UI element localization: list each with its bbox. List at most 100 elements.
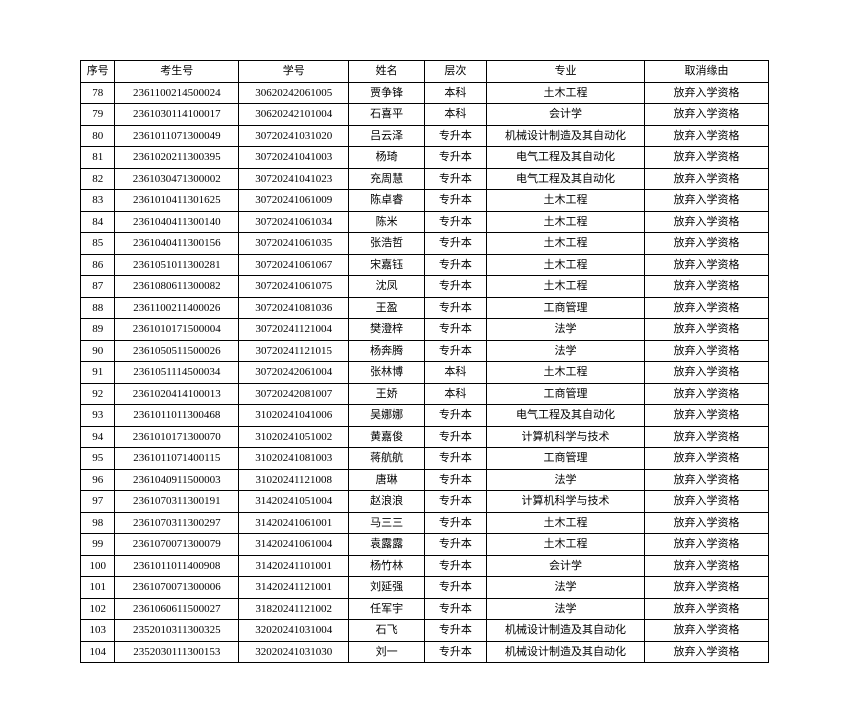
student-table: 序号 考生号 学号 姓名 层次 专业 取消缘由 7823611002145000…	[80, 60, 769, 663]
table-cell: 放弃入学资格	[645, 319, 769, 341]
table-cell: 马三三	[349, 512, 425, 534]
table-cell: 专升本	[424, 340, 486, 362]
table-cell: 专升本	[424, 211, 486, 233]
table-cell: 2361040411300156	[115, 233, 239, 255]
table-cell: 石飞	[349, 620, 425, 642]
table-cell: 31420241101001	[239, 555, 349, 577]
table-cell: 放弃入学资格	[645, 512, 769, 534]
table-cell: 30720241061067	[239, 254, 349, 276]
table-cell: 100	[81, 555, 115, 577]
table-cell: 2361040411300140	[115, 211, 239, 233]
table-cell: 2361020211300395	[115, 147, 239, 169]
table-cell: 本科	[424, 383, 486, 405]
table-row: 87236108061130008230720241061075沈凤专升本土木工…	[81, 276, 769, 298]
table-row: 95236101107140011531020241081003蒋航航专升本工商…	[81, 448, 769, 470]
table-row: 86236105101130028130720241061067宋嘉钰专升本土木…	[81, 254, 769, 276]
table-row: 94236101017130007031020241051002黄嘉俊专升本计算…	[81, 426, 769, 448]
table-header-row: 序号 考生号 学号 姓名 层次 专业 取消缘由	[81, 61, 769, 83]
table-cell: 法学	[486, 319, 644, 341]
table-cell: 法学	[486, 469, 644, 491]
table-cell: 土木工程	[486, 254, 644, 276]
col-header-exam: 考生号	[115, 61, 239, 83]
table-cell: 96	[81, 469, 115, 491]
table-cell: 83	[81, 190, 115, 212]
table-cell: 2361011011400908	[115, 555, 239, 577]
table-cell: 放弃入学资格	[645, 233, 769, 255]
table-cell: 机械设计制造及其自动化	[486, 641, 644, 663]
table-cell: 2361010171300070	[115, 426, 239, 448]
table-cell: 张林博	[349, 362, 425, 384]
table-row: 83236101041130162530720241061009陈卓睿专升本土木…	[81, 190, 769, 212]
table-cell: 31420241061001	[239, 512, 349, 534]
table-row: 88236110021140002630720241081036王盈专升本工商管…	[81, 297, 769, 319]
table-cell: 102	[81, 598, 115, 620]
table-cell: 专升本	[424, 598, 486, 620]
table-cell: 土木工程	[486, 534, 644, 556]
col-header-level: 层次	[424, 61, 486, 83]
table-cell: 31420241051004	[239, 491, 349, 513]
table-cell: 石喜平	[349, 104, 425, 126]
table-cell: 唐琳	[349, 469, 425, 491]
col-header-major: 专业	[486, 61, 644, 83]
table-cell: 30620242101004	[239, 104, 349, 126]
table-cell: 87	[81, 276, 115, 298]
table-cell: 30720241061034	[239, 211, 349, 233]
table-cell: 专升本	[424, 168, 486, 190]
table-cell: 土木工程	[486, 233, 644, 255]
col-header-stud: 学号	[239, 61, 349, 83]
table-cell: 86	[81, 254, 115, 276]
table-cell: 专升本	[424, 297, 486, 319]
table-row: 99236107007130007931420241061004袁露露专升本土木…	[81, 534, 769, 556]
table-cell: 101	[81, 577, 115, 599]
table-cell: 81	[81, 147, 115, 169]
table-cell: 专升本	[424, 426, 486, 448]
table-cell: 土木工程	[486, 211, 644, 233]
col-header-name: 姓名	[349, 61, 425, 83]
table-cell: 32020241031004	[239, 620, 349, 642]
table-cell: 放弃入学资格	[645, 297, 769, 319]
table-cell: 91	[81, 362, 115, 384]
table-cell: 放弃入学资格	[645, 190, 769, 212]
table-cell: 樊澄梓	[349, 319, 425, 341]
table-cell: 专升本	[424, 319, 486, 341]
table-cell: 机械设计制造及其自动化	[486, 620, 644, 642]
table-cell: 刘一	[349, 641, 425, 663]
table-cell: 土木工程	[486, 362, 644, 384]
table-cell: 31420241121001	[239, 577, 349, 599]
table-cell: 黄嘉俊	[349, 426, 425, 448]
table-cell: 2361011071400115	[115, 448, 239, 470]
table-cell: 机械设计制造及其自动化	[486, 125, 644, 147]
table-cell: 专升本	[424, 512, 486, 534]
table-cell: 专升本	[424, 641, 486, 663]
table-cell: 沈凤	[349, 276, 425, 298]
table-cell: 陈卓睿	[349, 190, 425, 212]
table-cell: 杨竹林	[349, 555, 425, 577]
table-cell: 任军宇	[349, 598, 425, 620]
table-cell: 计算机科学与技术	[486, 491, 644, 513]
table-cell: 放弃入学资格	[645, 82, 769, 104]
col-header-reason: 取消缘由	[645, 61, 769, 83]
table-cell: 土木工程	[486, 82, 644, 104]
table-cell: 31020241041006	[239, 405, 349, 427]
table-row: 101236107007130000631420241121001刘延强专升本法…	[81, 577, 769, 599]
table-cell: 放弃入学资格	[645, 555, 769, 577]
table-cell: 专升本	[424, 448, 486, 470]
table-cell: 刘延强	[349, 577, 425, 599]
table-cell: 2352010311300325	[115, 620, 239, 642]
table-cell: 78	[81, 82, 115, 104]
table-cell: 30720241121004	[239, 319, 349, 341]
table-cell: 陈米	[349, 211, 425, 233]
table-cell: 放弃入学资格	[645, 620, 769, 642]
table-row: 100236101101140090831420241101001杨竹林专升本会…	[81, 555, 769, 577]
table-cell: 法学	[486, 577, 644, 599]
table-cell: 王娇	[349, 383, 425, 405]
table-cell: 2361010411301625	[115, 190, 239, 212]
table-cell: 专升本	[424, 555, 486, 577]
table-cell: 99	[81, 534, 115, 556]
table-cell: 2361020414100013	[115, 383, 239, 405]
table-cell: 电气工程及其自动化	[486, 405, 644, 427]
table-cell: 2361070071300006	[115, 577, 239, 599]
table-cell: 土木工程	[486, 276, 644, 298]
table-cell: 袁露露	[349, 534, 425, 556]
table-cell: 专升本	[424, 620, 486, 642]
